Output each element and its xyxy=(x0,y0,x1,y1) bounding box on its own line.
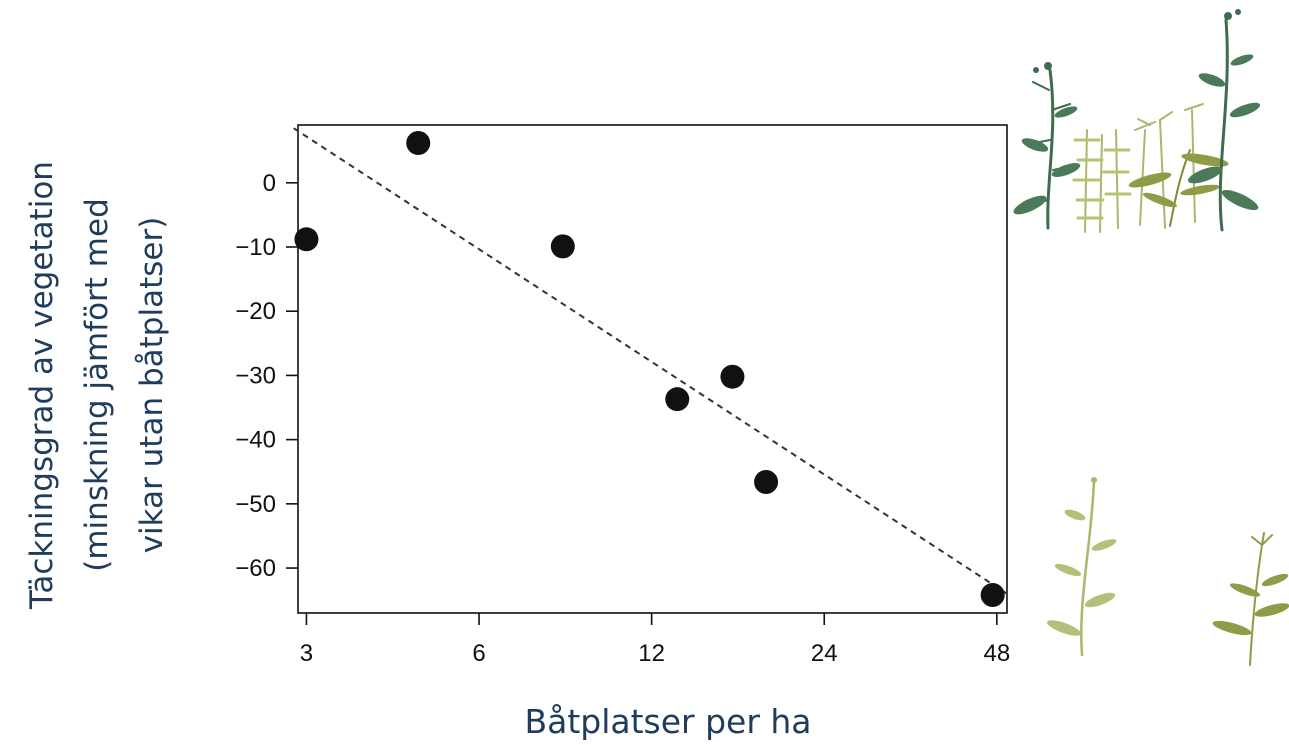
data-points xyxy=(294,130,1005,608)
y-tick-label: −50 xyxy=(235,491,276,518)
y-tick-label: −60 xyxy=(235,555,276,582)
trendline xyxy=(293,127,1008,595)
y-axis-title: Täckningsgrad av vegetation (minskning j… xyxy=(24,161,170,610)
data-point xyxy=(550,234,575,259)
y-tick-label: −10 xyxy=(235,234,276,261)
y-axis-ticks: 0 −10 −20 −30 −40 −50 −60 xyxy=(235,170,298,582)
y-tick-label: −20 xyxy=(235,298,276,325)
y-axis-title-line-1: Täckningsgrad av vegetation xyxy=(24,161,60,610)
y-axis-title-line-2: (minskning jämfört med xyxy=(79,198,115,571)
y-axis-title-line-3: vikar utan båtplatser) xyxy=(134,217,170,554)
data-point xyxy=(294,227,319,252)
x-tick-label: 12 xyxy=(638,640,665,667)
data-point xyxy=(720,364,745,389)
sparse-aquatic-plants-illustration xyxy=(1046,477,1289,666)
x-tick-label: 24 xyxy=(811,640,838,667)
x-axis-ticks: 3 6 12 24 48 xyxy=(300,613,1010,667)
y-tick-label: 0 xyxy=(263,170,276,197)
trendline-group xyxy=(293,127,1008,595)
x-tick-label: 3 xyxy=(300,640,313,667)
data-point xyxy=(754,470,779,495)
x-tick-label: 48 xyxy=(983,640,1010,667)
x-axis-title: Båtplatser per ha xyxy=(524,702,811,741)
data-point xyxy=(665,387,690,412)
y-tick-label: −40 xyxy=(235,427,276,454)
plot-frame xyxy=(297,124,1008,614)
x-tick-label: 6 xyxy=(472,640,485,667)
data-point xyxy=(406,130,431,155)
data-point xyxy=(980,583,1005,608)
dense-aquatic-plants-illustration xyxy=(1013,9,1261,233)
y-tick-label: −30 xyxy=(235,362,276,389)
